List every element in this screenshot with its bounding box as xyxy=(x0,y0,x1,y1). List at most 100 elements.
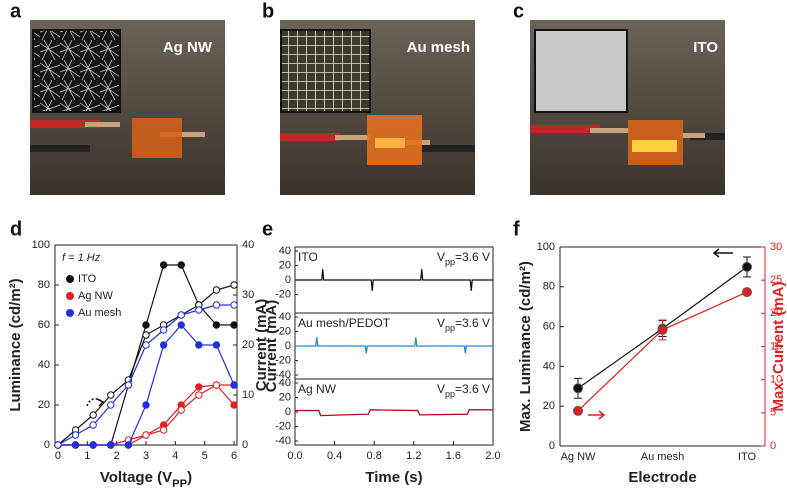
point xyxy=(230,401,238,409)
x-axis-label-main: Voltage (V xyxy=(100,469,172,486)
trace-note-sub: pp xyxy=(445,389,455,399)
photo-c xyxy=(530,20,725,195)
y-tick-label: -40 xyxy=(275,435,291,447)
y-tick-label: 40 xyxy=(38,359,50,371)
y2-tick-label: 15 xyxy=(770,340,782,352)
point xyxy=(212,286,221,294)
x-axis-label-end: ) xyxy=(187,469,192,486)
x-tick-label: 4 xyxy=(172,450,178,462)
point xyxy=(89,421,97,429)
y-tick-label: 80 xyxy=(543,281,555,293)
photo-label: ITO xyxy=(693,39,718,56)
x-tick-label: 0.0 xyxy=(287,450,302,462)
y-tick-label: -20 xyxy=(275,288,291,300)
point xyxy=(195,341,203,349)
y2-tick-label: 40 xyxy=(242,239,254,251)
y2-tick-label: 0 xyxy=(770,440,776,452)
point xyxy=(54,441,62,449)
y-tick-label: 20 xyxy=(38,399,50,411)
y-tick-label: 0 xyxy=(285,274,291,286)
x-tick-label: 2.0 xyxy=(485,450,500,462)
y-tick-label: 100 xyxy=(537,241,555,253)
trace-note-end: =3.6 V xyxy=(455,316,490,330)
y-tick-label: 60 xyxy=(38,319,50,331)
point xyxy=(159,326,168,334)
y-tick-label: 20 xyxy=(279,391,291,403)
legend-marker xyxy=(66,292,74,300)
legend-marker xyxy=(66,275,74,283)
annotation: f = 1 Hz xyxy=(62,252,101,264)
photo-a xyxy=(30,20,225,195)
point xyxy=(573,405,583,416)
trace-note-end: =3.6 V xyxy=(455,382,490,396)
x-tick-label: 2 xyxy=(114,450,120,462)
trace-note-main: V xyxy=(437,382,445,396)
point xyxy=(107,391,115,399)
point xyxy=(107,441,115,449)
y-axis-label: Current (mA) xyxy=(263,300,280,393)
point xyxy=(177,311,185,319)
x-tick-label: ITO xyxy=(738,451,757,463)
trace xyxy=(295,409,493,417)
photo-label: Au mesh xyxy=(407,39,470,56)
panel-letter: a xyxy=(10,0,22,22)
trace-label: Ag NW xyxy=(298,382,337,396)
y2-tick-label: 0 xyxy=(242,439,248,451)
panel-letter: d xyxy=(10,218,22,240)
point xyxy=(230,301,238,309)
point xyxy=(230,381,238,389)
point xyxy=(124,441,133,449)
point xyxy=(230,321,238,329)
y2-axis-label: Max. Current (mA) xyxy=(770,281,787,411)
point xyxy=(142,431,150,439)
y-tick-label: 40 xyxy=(279,245,291,257)
trace-note: Vpp=3.6 V xyxy=(437,250,490,267)
y2-tick-label: 30 xyxy=(242,289,254,301)
y-tick-label: 0 xyxy=(285,340,291,352)
point xyxy=(71,431,80,439)
trace-note-sub: pp xyxy=(445,257,455,267)
panel-letter: c xyxy=(513,0,524,22)
point xyxy=(195,391,203,399)
x-tick-label: 1 xyxy=(84,450,90,462)
series-line xyxy=(577,291,748,412)
trace-label: ITO xyxy=(298,250,318,264)
y2-tick-label: 30 xyxy=(770,241,782,253)
y2-tick-label: 10 xyxy=(770,374,782,386)
point xyxy=(159,261,168,269)
point xyxy=(159,341,168,349)
point xyxy=(89,411,97,419)
x-tick-label: 0 xyxy=(55,450,61,462)
trace xyxy=(295,269,493,291)
y-tick-label: -20 xyxy=(275,354,291,366)
x-tick-label: Ag NW xyxy=(561,451,596,463)
y-tick-label: 80 xyxy=(38,279,50,291)
y-tick-label: -20 xyxy=(275,420,291,432)
y-tick-label: 20 xyxy=(543,400,555,412)
y-tick-label: 20 xyxy=(279,325,291,337)
y-tick-label: -40 xyxy=(275,369,291,381)
panel-letter: e xyxy=(262,218,273,240)
point xyxy=(142,331,150,339)
y-tick-label: 40 xyxy=(279,311,291,323)
y2-tick-label: 5 xyxy=(770,407,776,419)
y2-tick-label: 10 xyxy=(242,389,254,401)
x-tick-label: 3 xyxy=(143,450,149,462)
point xyxy=(212,381,221,389)
x-tick-label: 1.6 xyxy=(446,450,461,462)
y-tick-label: 100 xyxy=(32,239,50,251)
y-axis-label: Luminance (cd/m²) xyxy=(7,278,24,411)
x-axis-label-sub: PP xyxy=(172,478,188,490)
legend-label: Au mesh xyxy=(78,307,121,319)
y-tick-label: 0 xyxy=(549,440,555,452)
x-axis-label: Time (s) xyxy=(365,469,422,486)
y2-tick-label: 25 xyxy=(770,274,782,286)
point xyxy=(177,321,185,329)
photo-b xyxy=(280,20,475,195)
point xyxy=(124,381,133,389)
photo-label: Ag NW xyxy=(163,39,213,56)
point xyxy=(212,341,221,349)
y-tick-label: 20 xyxy=(279,259,291,271)
y-tick-label: 0 xyxy=(285,406,291,418)
